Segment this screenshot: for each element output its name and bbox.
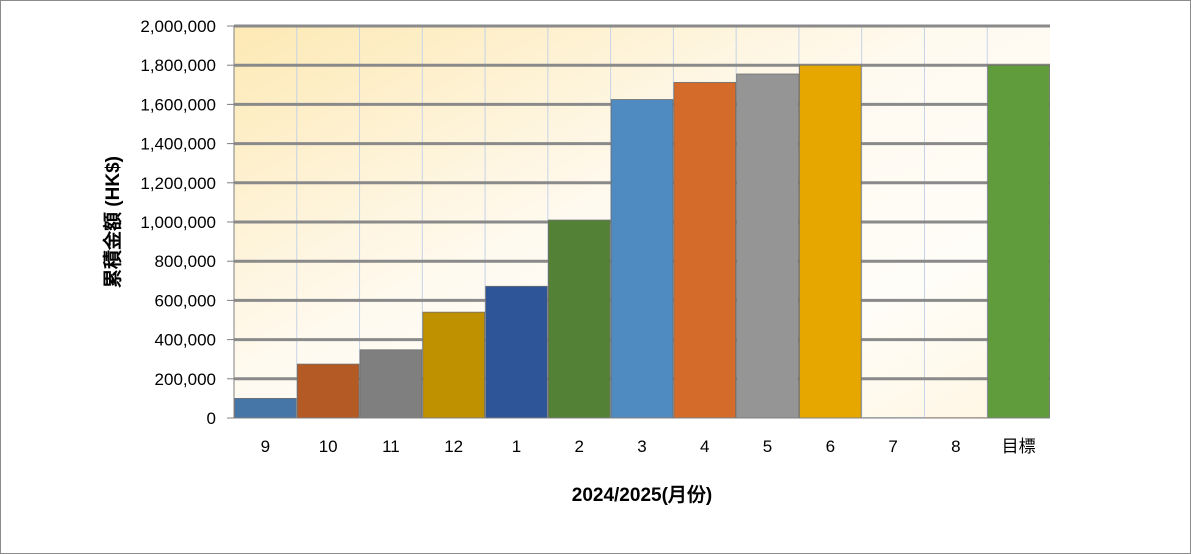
x-tick-label: 目標 [1002,437,1036,456]
bar-2 [547,219,611,419]
x-axis-ticks: 9 10 11 12 1 2 3 4 5 6 7 8 目標 [261,437,1036,456]
x-tick-label: 6 [826,437,835,456]
y-tick-label: 1,800,000 [140,56,216,75]
bar-10 [296,363,360,419]
x-tick-label: 9 [261,437,270,456]
bar-5 [736,73,799,419]
bar-6 [799,64,862,419]
bar-1 [485,285,548,419]
bar-4 [673,82,737,419]
y-tick-label: 1,200,000 [140,174,216,193]
y-tick-label: 600,000 [155,291,216,310]
y-tick-label: 0 [207,409,216,428]
y-tick-label: 1,400,000 [140,135,216,154]
x-axis-title: 2024/2025(月份) [572,483,712,506]
bar-3 [610,99,674,419]
x-tick-label: 12 [444,437,463,456]
x-tick-label: 2 [574,437,583,456]
x-tick-label: 3 [637,437,646,456]
x-tick-label: 11 [382,437,400,456]
bar-11 [359,349,423,419]
x-tick-label: 1 [512,437,521,456]
x-tick-label: 4 [700,437,709,456]
y-tick-label: 2,000,000 [140,17,216,36]
y-tick-label: 800,000 [155,252,216,271]
bar-12 [422,311,485,419]
bar-目標 [987,64,1050,419]
y-tick-label: 200,000 [155,370,216,389]
x-tick-label: 7 [888,437,897,456]
x-tick-label: 10 [319,437,338,456]
y-axis-ticks: 0 200,000 400,000 600,000 800,000 1,000,000 1,… [140,17,234,428]
y-tick-label: 1,000,000 [140,213,216,232]
y-tick-label: 400,000 [155,331,216,350]
bars [234,64,1050,419]
y-tick-label: 1,600,000 [140,95,216,114]
bar-9 [234,397,297,419]
y-axis-title: 累積金額 (HK$) [101,156,124,288]
x-tick-label: 8 [951,437,960,456]
x-tick-label: 5 [763,437,772,456]
